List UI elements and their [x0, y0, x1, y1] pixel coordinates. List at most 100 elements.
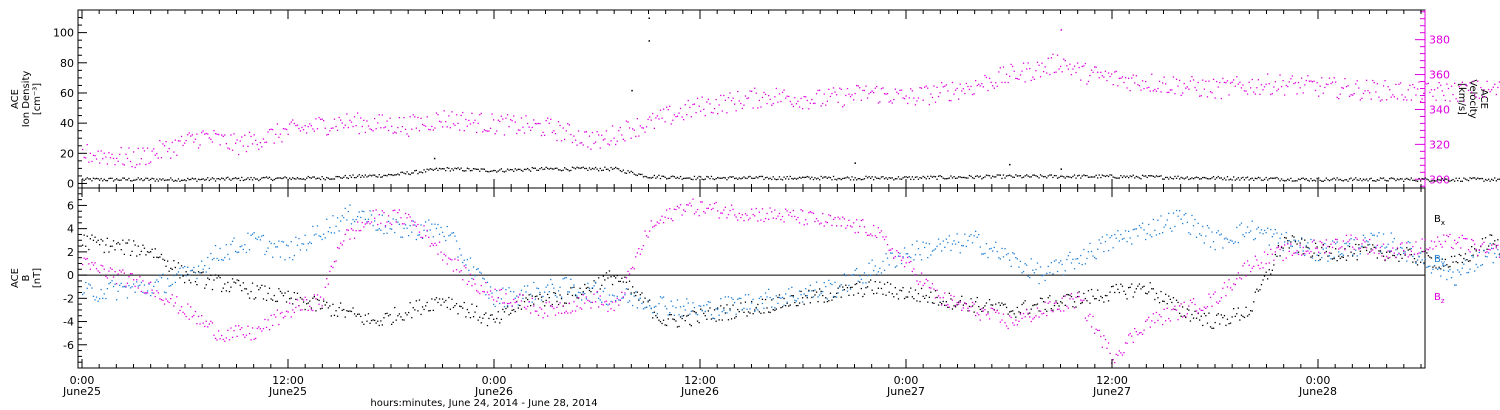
data-point	[823, 282, 825, 284]
data-point	[828, 279, 830, 281]
data-point	[1389, 250, 1391, 252]
data-point	[1256, 288, 1258, 290]
data-point	[366, 120, 368, 122]
data-point	[734, 177, 736, 180]
data-point	[751, 90, 753, 92]
data-point	[476, 305, 478, 307]
data-point	[1106, 79, 1108, 82]
data-point	[704, 115, 706, 117]
data-point	[309, 176, 311, 179]
data-point	[1253, 239, 1255, 241]
data-point	[798, 290, 801, 292]
data-point	[457, 313, 459, 315]
data-point	[97, 239, 99, 241]
data-point	[353, 177, 356, 179]
data-point	[409, 173, 411, 176]
data-point	[1277, 88, 1280, 90]
left-tick-label: 40	[60, 117, 74, 130]
data-point	[112, 180, 115, 182]
data-point	[253, 298, 255, 300]
data-point	[153, 178, 155, 180]
data-point	[644, 297, 646, 299]
data-point	[1457, 179, 1459, 182]
data-point	[1314, 180, 1317, 182]
data-point	[632, 304, 634, 307]
data-point	[792, 105, 794, 108]
data-point	[678, 177, 680, 180]
data-point	[605, 130, 608, 132]
data-point	[985, 243, 988, 245]
data-point	[370, 214, 373, 216]
data-point	[517, 307, 519, 309]
data-point	[1234, 85, 1236, 87]
data-point	[1172, 178, 1175, 180]
data-point	[83, 234, 85, 236]
data-point	[1055, 259, 1057, 261]
data-point	[970, 298, 972, 300]
data-point	[1365, 178, 1368, 180]
data-point	[82, 293, 84, 296]
data-point	[556, 300, 558, 303]
data-point	[616, 167, 618, 170]
data-point	[485, 294, 487, 296]
data-point	[554, 292, 557, 294]
data-point	[352, 125, 354, 128]
data-point	[540, 296, 543, 298]
data-point	[1415, 262, 1417, 264]
data-point	[666, 106, 668, 108]
data-point	[1211, 231, 1213, 233]
data-point	[777, 178, 779, 180]
data-point	[826, 177, 828, 179]
data-point	[976, 296, 978, 299]
data-point	[797, 304, 799, 307]
data-point	[747, 176, 750, 178]
data-point	[219, 277, 221, 279]
data-point	[893, 296, 895, 298]
data-point	[720, 177, 722, 179]
data-point	[1294, 239, 1297, 241]
data-point	[1489, 243, 1491, 245]
data-point	[1471, 255, 1473, 257]
data-point	[403, 117, 405, 119]
data-point	[591, 131, 594, 134]
data-point	[394, 306, 396, 309]
data-point	[690, 116, 692, 118]
data-point	[265, 299, 268, 301]
data-point	[218, 178, 220, 180]
data-point	[817, 296, 819, 298]
data-point	[845, 284, 847, 286]
data-point	[1449, 100, 1451, 102]
data-point	[1410, 99, 1412, 101]
data-point	[91, 287, 93, 289]
data-point	[1403, 252, 1405, 254]
data-point	[242, 145, 244, 147]
data-point	[621, 170, 623, 173]
data-point	[1413, 179, 1416, 181]
data-point	[329, 130, 331, 132]
data-point	[375, 175, 377, 178]
data-point	[1002, 256, 1005, 258]
data-point	[1064, 270, 1066, 272]
data-point	[1208, 178, 1210, 180]
data-point	[222, 177, 224, 180]
data-point	[1049, 271, 1051, 274]
data-point	[1043, 71, 1045, 73]
bottom-axis-title-line: ACE	[10, 268, 21, 288]
data-point	[934, 248, 937, 250]
data-point	[438, 233, 441, 235]
data-point	[1027, 175, 1029, 177]
data-point	[293, 122, 295, 125]
data-point	[778, 294, 781, 296]
data-point	[1182, 222, 1184, 225]
data-point	[644, 131, 646, 133]
data-point	[1219, 81, 1221, 84]
data-point	[174, 281, 176, 284]
data-point	[1280, 86, 1283, 88]
data-point	[503, 306, 506, 308]
data-point	[1344, 179, 1346, 181]
data-point	[1386, 251, 1388, 253]
data-point	[828, 300, 830, 302]
data-point	[145, 177, 147, 179]
data-point	[920, 287, 923, 290]
data-point	[568, 124, 570, 126]
